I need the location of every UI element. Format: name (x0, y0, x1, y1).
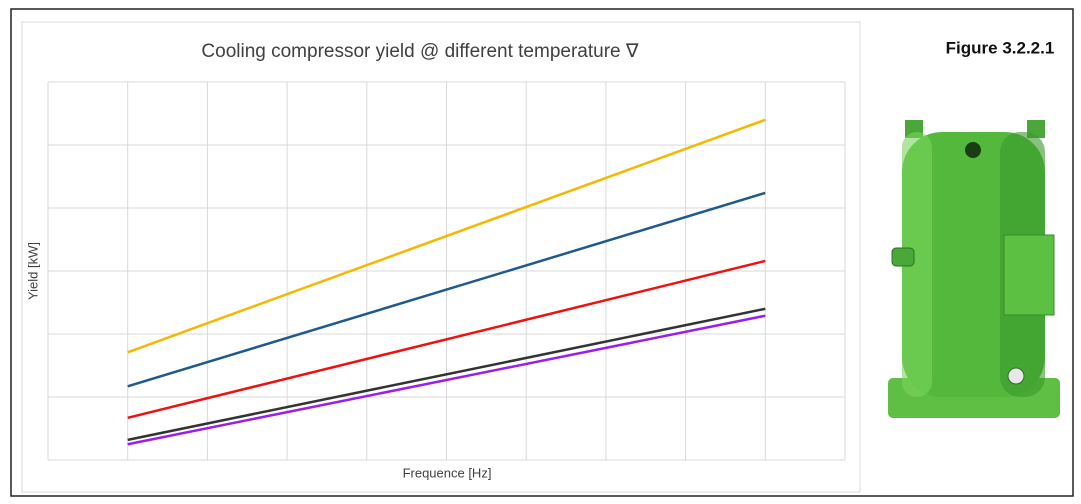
fitting (891, 247, 915, 267)
chart-title: Cooling compressor yield @ different tem… (201, 41, 638, 62)
fitting (1007, 367, 1025, 385)
highlight (902, 132, 932, 397)
compressor-image (888, 120, 1060, 418)
y-axis-label: Yield [kW] (25, 242, 40, 300)
chart-area (21, 21, 861, 493)
figure-label: Figure 3.2.2.1 (946, 38, 1055, 57)
x-axis-label: Frequence [Hz] (403, 465, 492, 480)
series-line (127, 191, 766, 388)
series-line (127, 314, 766, 446)
port (965, 142, 981, 158)
series-line (127, 307, 766, 442)
series-line (127, 118, 766, 354)
terminal-box (1003, 234, 1055, 316)
series-line (127, 259, 766, 420)
